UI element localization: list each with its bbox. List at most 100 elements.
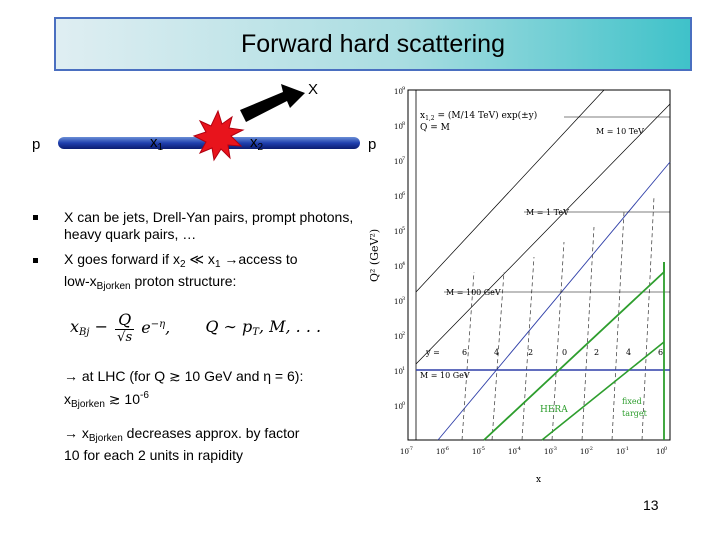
lhc-boundary-line [437, 161, 671, 441]
label-m1tev: M = 1 TeV [526, 208, 569, 217]
y-tick: 10 0 [394, 401, 405, 411]
svg-text:10: 10 [508, 448, 517, 456]
svg-text:6: 6 [402, 191, 405, 197]
svg-text:10: 10 [400, 448, 409, 456]
lhc-condition-text: → at LHC (for Q ≳ 10 GeV and η = 6): [64, 368, 304, 384]
svg-text:0: 0 [562, 348, 567, 357]
svg-text:4: 4 [626, 348, 631, 357]
x-tick: 10 -7 [400, 446, 413, 456]
collision-burst-icon [192, 109, 245, 162]
svg-text:-2: -2 [588, 446, 593, 452]
slide-title: Forward hard scattering [240, 29, 505, 58]
svg-text:10: 10 [544, 448, 553, 456]
y-tick: 10 7 [394, 156, 405, 166]
svg-text:0: 0 [664, 446, 667, 452]
svg-text:10: 10 [394, 298, 403, 306]
label-hera: HERA [540, 405, 568, 415]
y-axis-label: Q² (GeV²) [368, 229, 381, 282]
svg-text:3: 3 [402, 296, 405, 302]
svg-text:6: 6 [658, 348, 663, 357]
scattering-graphic [192, 84, 305, 162]
p-left-label: p [32, 136, 41, 153]
y-axis: 10 9 10 8 10 7 10 6 10 5 10 4 10 3 10 2 10 1 10 0 [394, 86, 405, 411]
legend-line-1: x1,2 = (M/14 TeV) exp(±y) [420, 110, 537, 122]
x-axis-label: x [536, 475, 541, 485]
label-y: y = [425, 348, 440, 357]
label-m100gev: M = 100 GeV [446, 288, 501, 297]
svg-text:9: 9 [402, 86, 405, 92]
svg-text:6: 6 [462, 348, 467, 357]
svg-text:8: 8 [402, 121, 405, 127]
svg-text:-4: -4 [516, 446, 521, 452]
svg-text:10: 10 [394, 333, 403, 341]
svg-text:10: 10 [436, 448, 445, 456]
bullet-marker-1 [33, 215, 38, 220]
rapidity-line [641, 196, 655, 441]
svg-text:10: 10 [394, 158, 403, 166]
x-tick: 10 -5 [472, 446, 485, 456]
outgoing-x-arrow-icon [240, 84, 305, 122]
svg-text:4: 4 [494, 348, 499, 357]
lhc-xbjorken-value: xBjorken ≳ 10-6 [64, 390, 149, 410]
svg-text:1: 1 [402, 366, 405, 372]
y-rapidity-ticks: 6 4 2 0 2 4 6 [462, 348, 663, 357]
y-tick: 10 6 [394, 191, 405, 201]
svg-text:10: 10 [394, 88, 403, 96]
svg-text:10: 10 [394, 193, 403, 201]
svg-text:-6: -6 [444, 446, 449, 452]
svg-text:-5: -5 [480, 446, 485, 452]
svg-text:5: 5 [402, 226, 405, 232]
svg-text:10: 10 [394, 263, 403, 271]
x-tick: 10 -4 [508, 446, 521, 456]
kinematic-plot: 10 9 10 8 10 7 10 6 10 5 10 4 10 3 10 2 10 1 10 0 … [364, 82, 690, 490]
svg-text:10: 10 [394, 368, 403, 376]
kinematic-plot-svg: 10 9 10 8 10 7 10 6 10 5 10 4 10 3 10 2 10 1 10 0 … [368, 86, 671, 485]
y-tick: 10 4 [394, 261, 405, 271]
bullet-text-1: X can be jets, Drell-Yan pairs, prompt p… [64, 209, 354, 242]
hera-lower-boundary [541, 341, 665, 441]
svg-text:-1: -1 [624, 446, 629, 452]
page-number: 13 [643, 497, 659, 513]
svg-text:10: 10 [616, 448, 625, 456]
x-tick: 10 -6 [436, 446, 449, 456]
legend-line-2: Q = M [420, 123, 450, 133]
rapidity-line [611, 211, 625, 441]
svg-text:-3: -3 [552, 446, 557, 452]
svg-text:2: 2 [594, 348, 599, 357]
proton-beam-right [222, 137, 360, 149]
diagonal-line [415, 103, 671, 365]
svg-text:10: 10 [394, 228, 403, 236]
x2-label: x2 [250, 134, 264, 153]
y-tick: 10 9 [394, 86, 405, 96]
x-axis: 10 -7 10 -6 10 -5 10 -4 10 -3 10 -2 10 -1 10 0 [400, 446, 667, 456]
svg-text:10: 10 [394, 123, 403, 131]
proton-beam-left [58, 137, 206, 149]
x-tick: 10 0 [656, 446, 667, 456]
decrease-text: → xBjorken decreases approx. by factor 1… [64, 425, 300, 463]
x1-label: x1 [150, 134, 164, 153]
x-tick: 10 -2 [580, 446, 593, 456]
diagonal-line [415, 89, 605, 293]
rapidity-line [491, 271, 505, 441]
y-tick: 10 2 [394, 331, 405, 341]
bullet-text-2: X goes forward if x2 ≪ x1 →access to low… [64, 251, 298, 292]
rapidity-lines [461, 196, 655, 441]
rapidity-line [521, 256, 535, 441]
xbj-formula: xBj − Q √s e−η, Q ∼ pT, M, . . . [70, 310, 322, 345]
x-label: X [308, 81, 319, 98]
svg-text:2: 2 [528, 348, 533, 357]
label-m10gev: M = 10 GeV [420, 371, 470, 380]
title-banner: Forward hard scattering [54, 17, 692, 71]
svg-text:0: 0 [402, 401, 405, 407]
svg-text:-7: -7 [408, 446, 413, 452]
rapidity-line [581, 226, 595, 441]
svg-text:10: 10 [580, 448, 589, 456]
label-target: target [622, 409, 648, 418]
x-tick: 10 -1 [616, 446, 629, 456]
y-tick: 10 3 [394, 296, 405, 306]
rapidity-line [461, 271, 475, 441]
svg-text:10: 10 [472, 448, 481, 456]
rapidity-line [551, 241, 565, 441]
svg-text:2: 2 [402, 331, 405, 337]
label-m10tev: M = 10 TeV [596, 127, 644, 136]
